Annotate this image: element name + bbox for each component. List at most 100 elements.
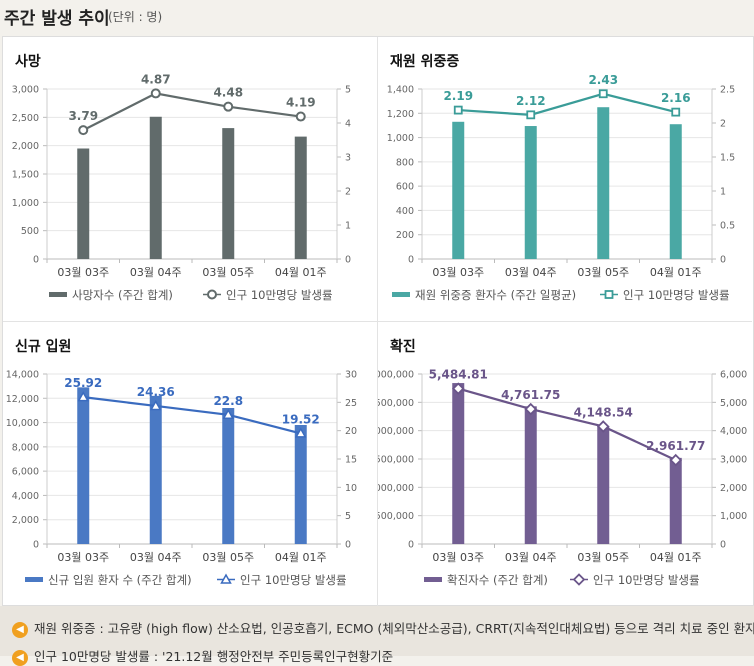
- data-label: 19.52: [282, 412, 320, 426]
- x-tick-label: 03월 05주: [577, 551, 629, 564]
- bar: [452, 121, 465, 260]
- y-left-tick-label: 3,000: [12, 85, 39, 96]
- chart-title: 재원 위중증: [390, 54, 460, 70]
- x-tick-label: 04월 01주: [650, 266, 702, 279]
- y-left-tick-label: 800: [396, 157, 414, 168]
- x-tick-label: 03월 03주: [57, 266, 109, 279]
- legend-marker: [207, 289, 217, 300]
- data-point: [526, 110, 536, 120]
- x-tick-label: 03월 05주: [202, 551, 254, 564]
- speaker-icon: ◀: [12, 621, 28, 638]
- y-right-tick-label: 2: [345, 187, 351, 198]
- y-left-tick-label: 1,000: [387, 133, 414, 144]
- x-tick-label: 04월 01주: [275, 266, 327, 279]
- y-left-tick-label: 500,000: [378, 511, 414, 522]
- legend-swatch-bar: [25, 577, 43, 582]
- unit-label: (단위 : 명): [108, 10, 163, 24]
- footnote-text: 인구 10만명당 발생률 : '21.12월 행정안전부 주민등록인구현황기준: [34, 649, 394, 664]
- bar: [597, 426, 610, 544]
- y-right-tick-label: 25: [345, 398, 357, 409]
- series-line: [83, 396, 302, 435]
- y-left-tick-label: 2,500: [12, 113, 39, 124]
- y-left-tick-label: 1,000,000: [378, 483, 414, 494]
- chart-panel-confirmed: 확진 0 500,000 1,000,000 1,500,000 2,000,000 2,…: [378, 322, 752, 606]
- y-right-tick-label: 4,000: [720, 426, 747, 437]
- data-label: 4.87: [141, 72, 171, 86]
- legend-label: 인구 10만명당 발생률: [226, 288, 333, 302]
- series-line: [457, 387, 677, 462]
- y-right-tick-label: 0: [345, 255, 351, 266]
- bar: [452, 383, 465, 544]
- data-label: 5,484.81: [429, 368, 488, 382]
- y-left-tick-label: 2,000,000: [378, 426, 414, 437]
- legend-label: 인구 10만명당 발생률: [593, 573, 700, 587]
- y-right-tick-label: 1: [720, 187, 726, 198]
- chart-grid: 사망 0 500 1,000 1,500 2,000 2,500 3,000 0 1 2 3 4 5 03…: [2, 36, 754, 606]
- y-left-tick-label: 0: [33, 255, 39, 266]
- data-label: 2.16: [661, 91, 691, 105]
- data-point: [524, 402, 538, 416]
- y-right-tick-label: 1,000: [720, 511, 747, 522]
- series-line: [82, 92, 301, 132]
- bar: [222, 128, 235, 259]
- bar: [222, 408, 235, 544]
- footnote-text: 재원 위중증 : 고유량 (high flow) 산소요법, 인공호흡기, EC…: [34, 621, 754, 636]
- y-left-tick-label: 6,000: [12, 467, 39, 478]
- data-label: 4,148.54: [574, 405, 633, 419]
- y-right-tick-label: 5: [345, 85, 351, 96]
- y-right-tick-label: 3: [345, 153, 351, 164]
- y-right-tick-label: 15: [345, 455, 357, 466]
- footnote: ◀ 재원 위중증 : 고유량 (high flow) 산소요법, 인공호흡기, E…: [12, 618, 754, 638]
- y-left-tick-label: 4,000: [12, 491, 39, 502]
- y-right-tick-label: 10: [345, 483, 357, 494]
- y-left-tick-label: 400: [396, 206, 414, 217]
- bar: [149, 395, 162, 544]
- data-point: [671, 107, 681, 117]
- page-title: 주간 발생 추이: [4, 9, 110, 29]
- chart-svg: 0 500,000 1,000,000 1,500,000 2,000,000 2,500…: [378, 368, 747, 587]
- bar: [294, 425, 307, 544]
- y-right-tick-label: 30: [345, 370, 357, 381]
- y-left-tick-label: 10,000: [6, 418, 39, 429]
- y-left-tick-label: 0: [33, 540, 39, 551]
- data-point: [222, 408, 235, 420]
- chart-svg: 0 500 1,000 1,500 2,000 2,500 3,000 0 1 2 3 4 5 03월 0…: [12, 72, 351, 302]
- y-left-tick-label: 2,000: [12, 141, 39, 152]
- data-point: [669, 453, 683, 467]
- legend-swatch-bar: [392, 292, 410, 297]
- y-left-tick-label: 200: [396, 230, 414, 241]
- y-left-tick-label: 1,500,000: [378, 455, 414, 466]
- x-tick-label: 03월 03주: [57, 551, 109, 564]
- legend-swatch-bar: [424, 577, 442, 582]
- data-label: 2.12: [516, 94, 546, 108]
- data-label: 2.19: [443, 89, 473, 103]
- legend-swatch-bar: [49, 292, 67, 297]
- legend-marker: [604, 290, 614, 299]
- data-point: [295, 111, 306, 122]
- x-tick-label: 03월 04주: [130, 266, 182, 279]
- x-tick-label: 03월 05주: [202, 266, 254, 279]
- y-left-tick-label: 600: [396, 182, 414, 193]
- y-left-tick-label: 12,000: [6, 394, 39, 405]
- bar: [77, 148, 90, 259]
- data-point: [223, 101, 234, 112]
- y-right-tick-label: 0.5: [720, 221, 735, 232]
- y-left-tick-label: 0: [408, 255, 414, 266]
- data-point: [149, 399, 162, 411]
- data-point: [294, 427, 307, 438]
- chart-panel-admissions: 신규 입원 0 2,000 4,000 6,000 8,000 10,000 12,000 1…: [3, 322, 378, 606]
- legend-marker: [572, 573, 586, 586]
- x-tick-label: 04월 01주: [275, 551, 327, 564]
- y-left-tick-label: 2,000: [12, 515, 39, 526]
- speaker-icon: ◀: [12, 649, 28, 666]
- y-left-tick-label: 1,500: [12, 170, 39, 181]
- data-point: [598, 89, 608, 99]
- y-left-tick-label: 2,500,000: [378, 398, 414, 409]
- chart-title: 사망: [15, 54, 41, 70]
- y-right-tick-label: 1: [345, 221, 351, 232]
- data-label: 24.36: [137, 385, 175, 399]
- data-point: [596, 420, 610, 433]
- data-label: 2,961.77: [646, 439, 705, 453]
- data-point: [150, 88, 161, 99]
- data-label: 25.92: [64, 376, 102, 390]
